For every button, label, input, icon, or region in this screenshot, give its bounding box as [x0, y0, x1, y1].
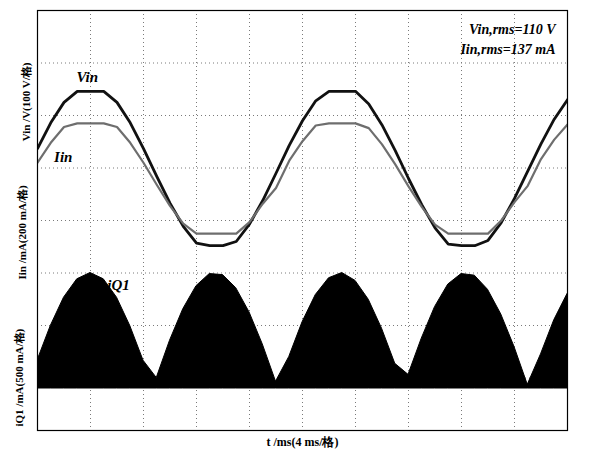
- svg-text:Vin: Vin: [76, 69, 98, 85]
- svg-text:Iin,rms=137 mA: Iin,rms=137 mA: [459, 42, 555, 57]
- svg-text:iQ1: iQ1: [107, 277, 130, 293]
- svg-text:Iin: Iin: [53, 149, 72, 165]
- svg-text:iQ1 /mA(500 mA/格): iQ1 /mA(500 mA/格): [13, 328, 26, 426]
- svg-text:Vin /V(100 V/格): Vin /V(100 V/格): [20, 62, 33, 141]
- svg-text:Vin,rms=110 V: Vin,rms=110 V: [469, 22, 557, 37]
- svg-text:Iin /mA(200 mA/格): Iin /mA(200 mA/格): [16, 185, 29, 279]
- svg-text:t /ms(4 ms/格): t /ms(4 ms/格): [267, 435, 339, 449]
